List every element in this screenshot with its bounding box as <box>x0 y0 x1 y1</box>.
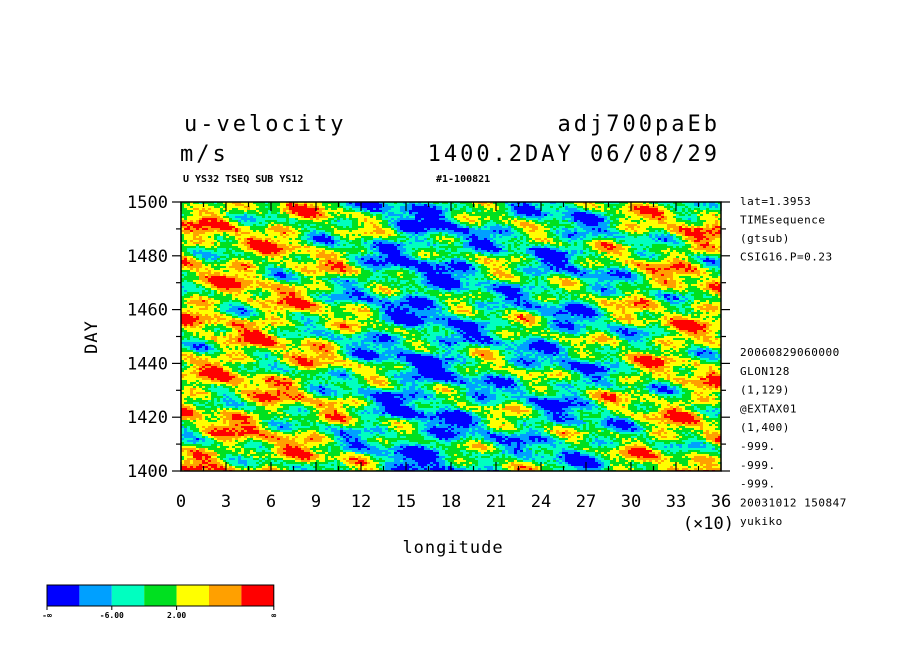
time-label: 1400.2DAY 06/08/29 <box>428 142 720 167</box>
heatmap-field <box>181 202 721 472</box>
subtitle-left: U YS32 TSEQ SUB YS12 <box>183 174 303 185</box>
units-label: m/s <box>180 142 229 167</box>
chart-title: u-velocity <box>184 112 346 137</box>
run-name: adj700paEb <box>558 112 720 137</box>
subtitle-right: #1-100821 <box>436 174 490 185</box>
